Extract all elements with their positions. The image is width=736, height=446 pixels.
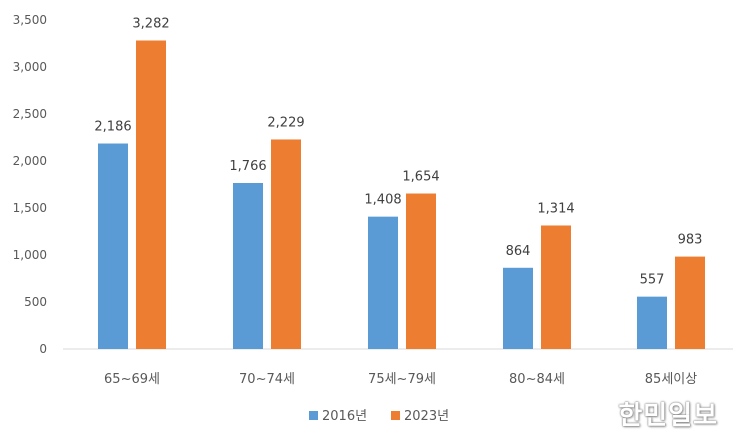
y-tick-label: 1,500	[13, 201, 47, 215]
data-label: 983	[678, 233, 703, 248]
y-tick-label: 3,000	[13, 60, 47, 74]
data-label: 1,654	[402, 170, 439, 185]
y-tick-label: 3,500	[13, 13, 47, 27]
y-tick-label: 0	[39, 342, 47, 356]
bar-2023	[675, 256, 705, 349]
y-tick-label: 1,000	[13, 248, 47, 262]
bar-2016	[98, 143, 128, 349]
x-axis-categories: 65~69세 70~74세 75세~79세 80~84세 85세이상	[104, 372, 697, 387]
legend: 2016년 2023년	[309, 409, 449, 424]
legend-swatch	[391, 411, 400, 420]
legend-label: 2023년	[404, 409, 449, 424]
y-tick-label: 2,000	[13, 154, 47, 168]
bar-2016	[233, 182, 263, 349]
data-label: 2,229	[267, 115, 304, 130]
y-tick-label: 2,500	[13, 107, 47, 121]
data-label: 1,766	[229, 159, 266, 174]
legend-swatch	[309, 411, 318, 420]
x-category-label: 75세~79세	[368, 372, 436, 387]
y-axis: 0 500 1,000 1,500 2,000 2,500 3,000 3,500	[13, 13, 47, 356]
bar-2016	[503, 267, 533, 349]
data-label: 557	[640, 273, 665, 288]
legend-label: 2016년	[322, 409, 367, 424]
bar-2016	[637, 296, 667, 349]
y-tick-label: 500	[24, 295, 47, 309]
x-category-label: 80~84세	[509, 372, 565, 387]
data-label: 3,282	[132, 16, 169, 31]
bar-2023	[136, 40, 166, 349]
x-category-label: 85세이상	[645, 372, 697, 387]
x-category-label: 65~69세	[104, 372, 160, 387]
data-label: 2,186	[94, 120, 131, 135]
bars	[98, 40, 705, 349]
bar-2023	[406, 193, 436, 349]
bar-2016	[368, 216, 398, 349]
watermark-logo: 한민일보	[618, 401, 718, 431]
data-label: 1,314	[537, 201, 574, 216]
bar-2023	[541, 225, 571, 349]
bar-2023	[271, 139, 301, 349]
data-label: 1,408	[364, 193, 401, 208]
x-category-label: 70~74세	[239, 372, 295, 387]
data-label: 864	[506, 244, 531, 259]
